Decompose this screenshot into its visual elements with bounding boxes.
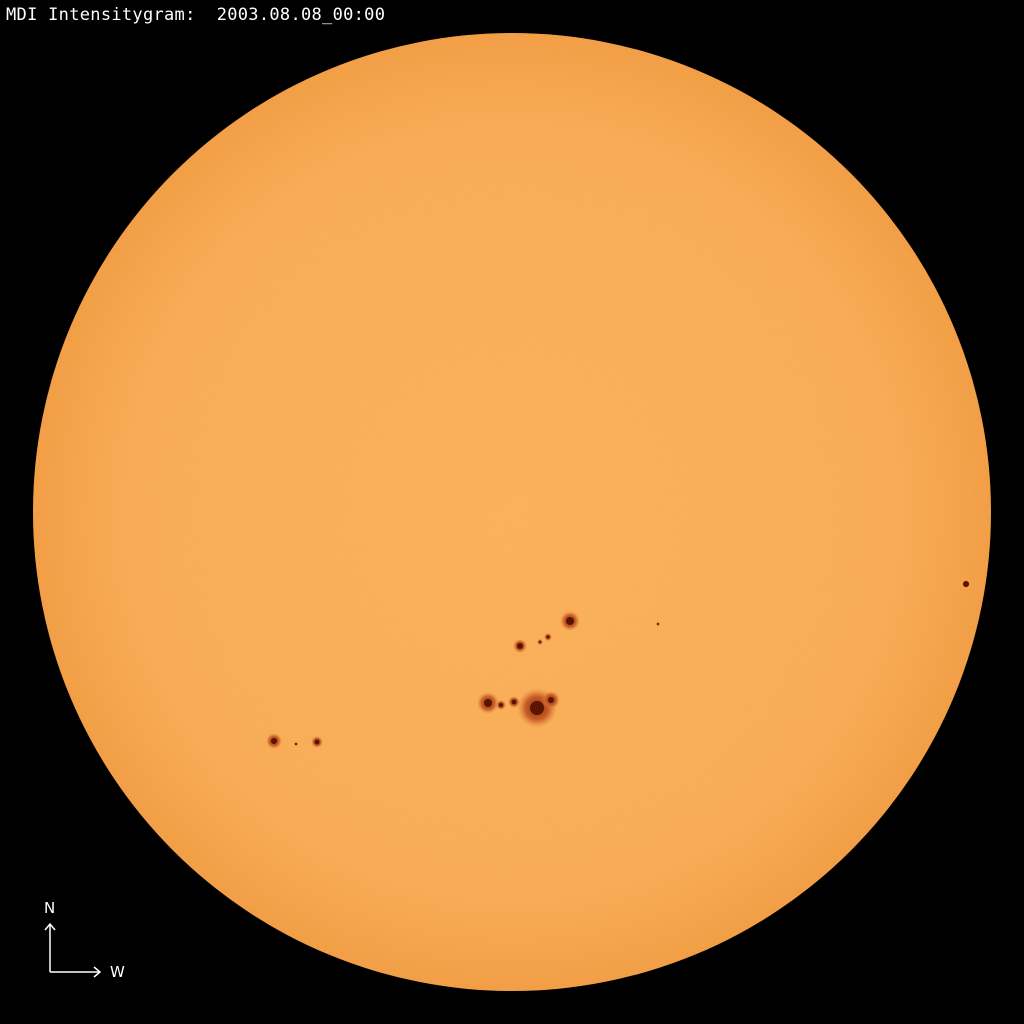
sunspot-umbra [271,738,277,744]
sunspot-umbra [314,739,320,745]
north-arrowhead [44,922,56,931]
sunspot-umbra [657,623,659,625]
sunspot-umbra [546,635,550,639]
north-label: N [44,899,56,917]
sunspot-umbra [499,703,503,707]
sunspot-umbra [530,701,544,715]
west-label: W [110,963,125,981]
sunspot-umbra [295,743,297,745]
sunspot-umbra [548,697,554,703]
sunspot-umbra [566,617,574,625]
west-arrowhead [93,966,102,978]
sunspot-umbra [511,699,517,705]
sunspot-umbra [963,581,969,587]
granulation-texture [33,33,991,991]
orientation-axes [44,922,102,978]
image-title: MDI Intensitygram: 2003.08.08_00:00 [6,5,386,25]
sunspot-umbra [517,643,523,649]
sunspot-umbra [539,641,541,643]
sunspot-umbra [484,699,492,707]
sunspot-group [266,580,970,749]
